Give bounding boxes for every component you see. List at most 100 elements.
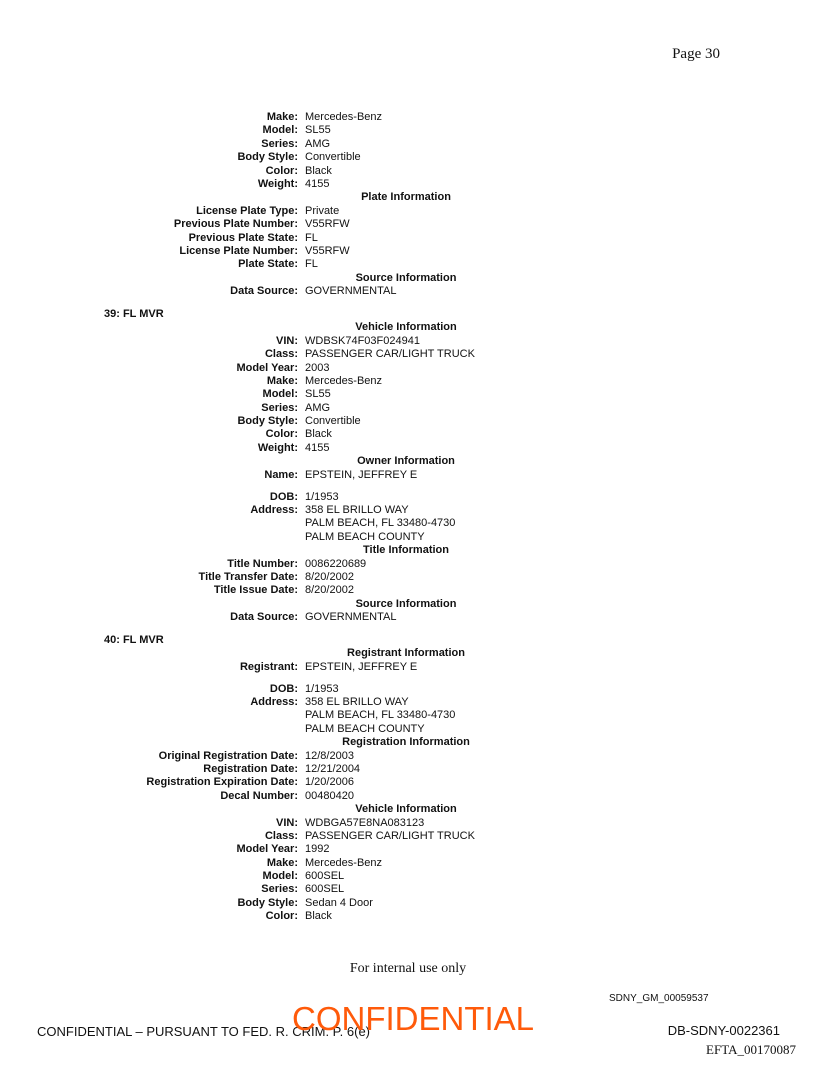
section-header: Vehicle Information [355, 803, 457, 816]
field-row: Address: 358 EL BRILLO WAY [0, 504, 816, 517]
field-row: Data Source: GOVERNMENTAL [0, 285, 816, 298]
field-row: PALM BEACH COUNTY [0, 531, 816, 544]
record-title-row: 40: FL MVR [0, 634, 816, 647]
field-row: Series: 600SEL [0, 883, 816, 896]
field-value: 8/20/2002 [305, 570, 354, 583]
field-row: VIN: WDBGA57E8NA083123 [0, 817, 816, 830]
field-label: Title Number: [227, 557, 298, 570]
field-label: Model Year: [236, 361, 298, 374]
field-row: DOB: 1/1953 [0, 491, 816, 504]
field-row: Address: 358 EL BRILLO WAY [0, 696, 816, 709]
field-value: 600SEL [305, 883, 345, 896]
field-label: Series: [261, 883, 298, 896]
field-row: Name: EPSTEIN, JEFFREY E [0, 469, 816, 482]
field-row: Model: SL55 [0, 124, 816, 137]
field-label: Model Year: [236, 843, 298, 856]
field-row: Title Transfer Date: 8/20/2002 [0, 571, 816, 584]
spacer [0, 674, 816, 683]
field-label: Color: [265, 910, 298, 923]
field-value: 4155 [305, 177, 330, 190]
field-row: Previous Plate Number: V55RFW [0, 218, 816, 231]
field-value: FL [305, 258, 318, 271]
field-row: PALM BEACH, FL 33480-4730 [0, 709, 816, 722]
field-value: PALM BEACH, FL 33480-4730 [305, 709, 456, 722]
field-row: Weight: 4155 [0, 178, 816, 191]
field-row: License Plate Type: Private [0, 205, 816, 218]
field-row: PALM BEACH, FL 33480-4730 [0, 517, 816, 530]
field-label: Weight: [257, 177, 298, 190]
field-label: Name: [264, 468, 298, 481]
field-value: Private [305, 204, 340, 217]
field-row: Model: SL55 [0, 388, 816, 401]
field-label: Make: [266, 374, 298, 387]
field-label: Address: [250, 696, 298, 709]
field-value: Sedan 4 Door [305, 896, 373, 909]
section-header-row: Title Information [0, 544, 816, 557]
field-value: FL [305, 231, 318, 244]
record-content: Make: Mercedes-Benz Model: SL55 Series: AMG Bo… [0, 111, 816, 924]
internal-use-note: For internal use only [349, 961, 467, 976]
field-label: Plate State: [238, 258, 298, 271]
field-label: Series: [261, 401, 298, 414]
field-label: Make: [266, 856, 298, 869]
field-label: Registrant: [239, 660, 298, 673]
field-row: Title Number: 0086220689 [0, 558, 816, 571]
field-value: PALM BEACH COUNTY [305, 722, 425, 735]
field-label: License Plate Number: [179, 244, 298, 257]
section-header-row: Vehicle Information [0, 803, 816, 816]
field-row: Title Issue Date: 8/20/2002 [0, 584, 816, 597]
field-label: Model: [262, 124, 298, 137]
section-header: Vehicle Information [355, 321, 457, 334]
field-row: Make: Mercedes-Benz [0, 111, 816, 124]
field-value: Mercedes-Benz [305, 111, 383, 123]
spacer [0, 624, 816, 634]
field-label: Body Style: [237, 415, 298, 428]
field-row: Series: AMG [0, 402, 816, 415]
field-row: Make: Mercedes-Benz [0, 857, 816, 870]
bates-db-number: DB-SDNY-0022361 [667, 1023, 780, 1038]
section-header: Source Information [355, 597, 457, 610]
section-header-row: Vehicle Information [0, 321, 816, 334]
field-label: Previous Plate Number: [173, 218, 298, 231]
field-value: WDBGA57E8NA083123 [305, 816, 425, 829]
field-row: Weight: 4155 [0, 442, 816, 455]
section-header-row: Registration Information [0, 736, 816, 749]
field-value: 4155 [305, 441, 330, 454]
section-header-row: Source Information [0, 598, 816, 611]
field-row: Body Style: Convertible [0, 415, 816, 428]
field-value: WDBSK74F03F024941 [305, 334, 420, 347]
field-row: Registrant: EPSTEIN, JEFFREY E [0, 661, 816, 674]
confidential-stamp: CONFIDENTIAL [292, 1000, 535, 1037]
page-number: Page 30 [672, 46, 720, 62]
field-row: Previous Plate State: FL [0, 232, 816, 245]
field-label: License Plate Type: [196, 204, 298, 217]
field-value: AMG [305, 401, 331, 414]
field-value: Mercedes-Benz [305, 856, 383, 869]
spacer [0, 298, 816, 308]
field-value: 00480420 [305, 789, 354, 802]
field-row: Make: Mercedes-Benz [0, 375, 816, 388]
field-row: DOB: 1/1953 [0, 683, 816, 696]
record-title-row: 39: FL MVR [0, 308, 816, 321]
field-label: Color: [265, 428, 298, 441]
section-header-row: Plate Information [0, 191, 816, 204]
field-value: 1/20/2006 [305, 776, 354, 789]
field-label: Make: [266, 111, 298, 123]
field-label: Weight: [257, 441, 298, 454]
field-label: Registration Expiration Date: [146, 776, 298, 789]
field-row: Model Year: 1992 [0, 843, 816, 856]
field-value: 358 EL BRILLO WAY [305, 503, 409, 516]
field-row: License Plate Number: V55RFW [0, 245, 816, 258]
field-row: Series: AMG [0, 138, 816, 151]
field-label: VIN: [276, 816, 298, 829]
section-header: Title Information [363, 544, 449, 557]
field-value: GOVERNMENTAL [305, 611, 397, 624]
field-value: Convertible [305, 415, 361, 428]
confidential-notice: CONFIDENTIAL – PURSUANT TO FED. R. CRIM.… [37, 1024, 371, 1039]
field-value: 12/8/2003 [305, 749, 354, 762]
section-header-row: Registrant Information [0, 647, 816, 660]
field-label: Series: [261, 137, 298, 150]
field-label: Class: [264, 829, 298, 842]
field-row: Color: Black [0, 165, 816, 178]
section-header-row: Source Information [0, 272, 816, 285]
